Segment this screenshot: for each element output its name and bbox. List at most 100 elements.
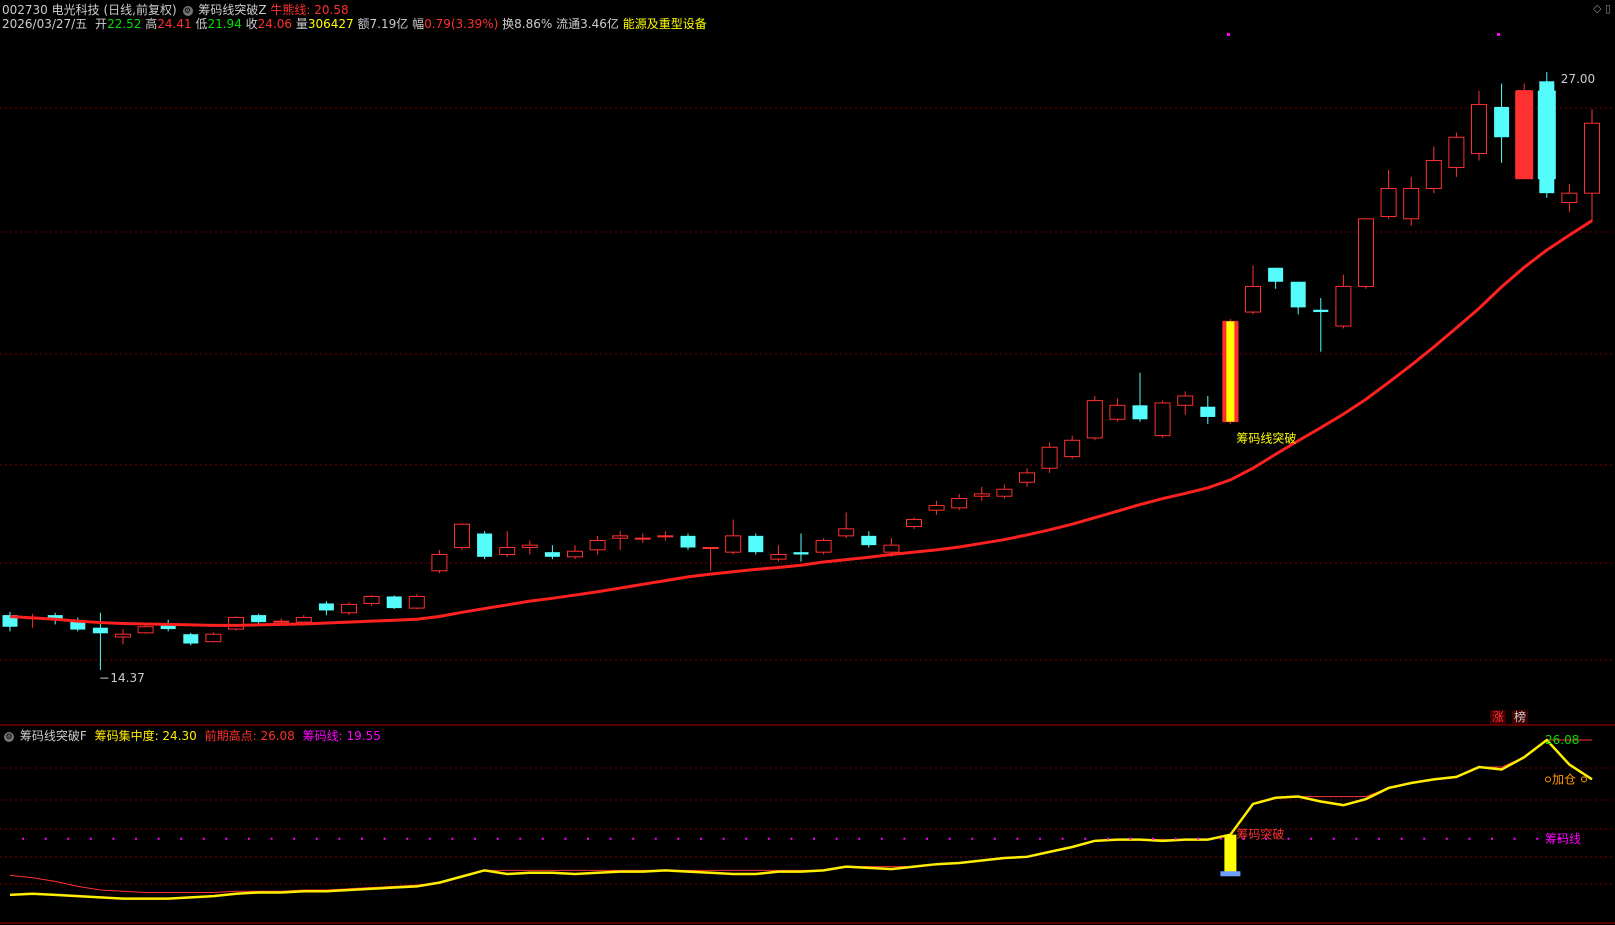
- candle-body-up: [454, 523, 470, 549]
- sub-indicator-name[interactable]: 筹码线突破F: [19, 729, 87, 743]
- chip-line-dot: [428, 837, 431, 840]
- candle-body-down: [1132, 405, 1148, 420]
- prev-high-label: 前期高点: 26.08: [204, 729, 295, 743]
- chip-line-dot: [1084, 837, 1087, 840]
- candle-body-up: [205, 633, 222, 643]
- sub-indicator-settings-icon[interactable]: ⚙: [4, 731, 14, 742]
- candle: [1471, 90, 1487, 161]
- candle: [499, 531, 516, 557]
- chip-line-dot: [451, 837, 454, 840]
- candle-body-up: [1584, 122, 1600, 194]
- chip-line-dot: [948, 837, 951, 840]
- chip-line-dot: [1536, 837, 1539, 840]
- candle-body-down: [1290, 281, 1306, 308]
- candle-body-up: [1471, 104, 1487, 155]
- candle: [1313, 298, 1329, 352]
- volume-value: 306427: [307, 17, 354, 31]
- chip-line-dot: [1106, 837, 1109, 840]
- chip-line-dot: [270, 837, 273, 840]
- candle-body-up: [657, 535, 674, 538]
- candle-body-up: [499, 547, 516, 555]
- candle-body-down: [680, 535, 696, 548]
- chip-line-dot: [1061, 837, 1064, 840]
- candle-body-up: [1064, 439, 1081, 458]
- chip-line-dot: [677, 837, 680, 840]
- min-price-label: 14.37: [110, 671, 144, 685]
- chip-line-dot: [1016, 837, 1019, 840]
- chip-line-dot: [564, 837, 567, 840]
- window-controls[interactable]: ◇ ▯: [1592, 2, 1611, 15]
- candle-body-up: [1358, 218, 1374, 287]
- candle-body-up: [725, 535, 742, 553]
- chip-line-dot: [180, 837, 183, 840]
- candle: [228, 616, 244, 631]
- limit-up-candle: [1515, 90, 1534, 180]
- candle: [951, 493, 968, 511]
- candle-body-down: [47, 615, 63, 619]
- turnover-label: 换: [502, 17, 515, 31]
- candle-body-down: [1313, 309, 1329, 313]
- candle-body-down: [251, 615, 267, 623]
- float-label: 流通: [556, 17, 581, 31]
- chip-line-dot: [1513, 837, 1516, 840]
- chip-line-dot: [1558, 837, 1561, 840]
- candle-body-down: [183, 634, 199, 644]
- candle-body-up: [1245, 285, 1261, 313]
- prev-high-line: [9, 739, 1592, 893]
- open-label: 开: [95, 17, 108, 31]
- concentration-line: [9, 738, 1593, 900]
- chip-line-dot: [1242, 837, 1245, 840]
- indicator-name[interactable]: 筹码线突破Z: [198, 3, 267, 17]
- candle-body-down: [1200, 406, 1216, 417]
- candle-body-up: [1335, 285, 1352, 327]
- indicator-settings-icon[interactable]: ⚙: [182, 5, 193, 16]
- candle: [1086, 395, 1103, 441]
- chip-line-dot: [1332, 837, 1335, 840]
- chip-line-dot: [745, 837, 748, 840]
- candle-body-up: [702, 547, 719, 549]
- chip-line-dot: [44, 837, 47, 840]
- chip-line-dot: [813, 837, 815, 840]
- candle: [634, 533, 651, 543]
- candle: [702, 547, 719, 571]
- float-value: 3.46亿: [580, 17, 619, 31]
- candle: [183, 632, 199, 646]
- candle-body-down: [160, 625, 176, 630]
- change-value: 0.79(3.39%): [424, 17, 499, 31]
- candle-body-up: [770, 553, 787, 560]
- candle-body-up: [996, 488, 1013, 497]
- candle-body-up: [883, 544, 900, 553]
- candle: [205, 632, 222, 643]
- candle: [725, 519, 742, 555]
- candle: [521, 540, 538, 555]
- chip-line-dot: [632, 837, 635, 840]
- candle-body-down: [2, 615, 18, 627]
- chip-line-dot: [474, 837, 476, 840]
- chip-line-dot: [315, 837, 318, 840]
- candle-body-up: [521, 544, 538, 549]
- chip-line-dot: [22, 837, 24, 840]
- chip-line-dot: [89, 837, 92, 840]
- quote-date: 2026/03/27/五: [2, 17, 88, 31]
- sector-name[interactable]: 能源及重型设备: [622, 17, 707, 31]
- candle: [793, 533, 809, 562]
- ma-line: [9, 219, 1593, 627]
- candle-body-up: [928, 505, 945, 511]
- chip-line-dot: [406, 837, 409, 840]
- chip-line-dot: [67, 837, 70, 840]
- candle-body-up: [431, 553, 448, 572]
- candle-body-up: [1177, 395, 1194, 406]
- candle: [861, 531, 877, 548]
- candle-body-down: [1268, 267, 1284, 282]
- candle-body-down: [1494, 106, 1510, 138]
- signal-text: 筹码线突破: [1236, 431, 1296, 446]
- candle: [1041, 442, 1058, 473]
- chip-line-dot: [1445, 837, 1448, 840]
- candle-body-up: [589, 540, 606, 551]
- candle-body-up: [228, 616, 244, 630]
- chip-line-dot: [1491, 837, 1493, 840]
- candle-body-up: [1109, 404, 1126, 420]
- candle: [1561, 183, 1578, 212]
- candle: [1109, 398, 1126, 422]
